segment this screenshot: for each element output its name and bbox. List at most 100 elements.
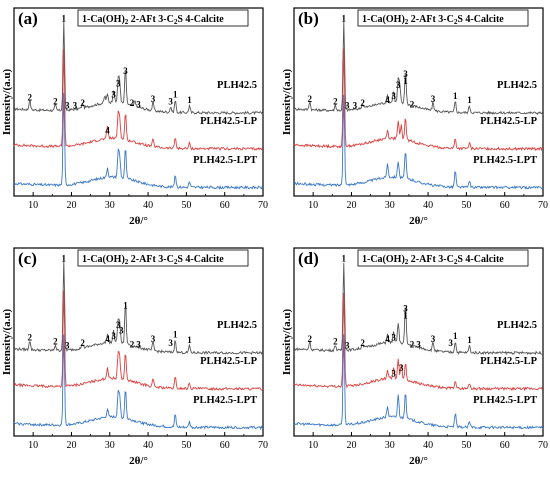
legend-segment: 2 [174, 258, 178, 266]
peak-annotation: 4 [105, 126, 110, 136]
peak-annotation: 3 [391, 91, 396, 101]
legend-segment: -Calcite [470, 254, 504, 265]
series-line-1 [293, 262, 544, 356]
legend-text: 1-Ca(OH)2 2-AFt 3-C2S 4-Calcite [362, 254, 504, 266]
series-line-2 [293, 292, 544, 392]
peak-annotation: 2 [333, 337, 338, 347]
panel-label: (d) [298, 249, 319, 268]
x-tick-label: 50 [461, 440, 471, 451]
peak-annotation: 3 [403, 303, 408, 313]
y-axis-label: Intensity/(a.u) [1, 69, 13, 136]
peak-annotation: 3 [151, 334, 156, 344]
legend-segment: S [457, 254, 465, 265]
y-axis-label: Intensity/(a.u) [281, 309, 293, 376]
peak-annotation: 3 [116, 79, 121, 89]
x-tick-label: 10 [28, 200, 38, 211]
series-line-2 [293, 48, 544, 152]
series-line-2 [13, 48, 264, 151]
peak-annotation: 1 [453, 331, 458, 341]
x-axis-label: 2θ/° [409, 215, 428, 227]
panel-label: (a) [18, 9, 38, 28]
peak-annotation: 4 [385, 334, 390, 344]
peak-annotation: 3 [168, 338, 173, 348]
legend-box [77, 9, 249, 27]
legend-segment: -Calcite [470, 14, 504, 25]
series-label: PLH42.5 [217, 80, 257, 91]
series-line-1 [293, 20, 544, 115]
series-label: PLH42.5-LP [480, 356, 537, 367]
peak-annotation: 1 [62, 14, 67, 24]
series-label: PLH42.5 [217, 320, 257, 331]
x-tick-label: 20 [66, 440, 76, 451]
peak-annotation: 4 [105, 334, 110, 344]
x-tick-label: 10 [308, 440, 318, 451]
legend-segment: 4 [185, 14, 190, 25]
legend-segment: 2 [131, 254, 136, 265]
x-axis-label: 2θ/° [129, 215, 148, 227]
series-label: PLH42.5-LPT [193, 395, 257, 406]
peak-annotation: 3 [111, 90, 116, 100]
x-tick-label: 40 [143, 440, 153, 451]
peak-annotation: 1 [187, 335, 192, 345]
x-tick-label: 20 [66, 200, 76, 211]
peak-annotation: 1 [187, 95, 192, 105]
legend-segment: -Calcite [190, 254, 224, 265]
legend-segment: 2 [125, 258, 129, 266]
legend-segment: S [177, 254, 185, 265]
panel-label: (b) [298, 9, 319, 28]
peak-annotation: 2 [80, 338, 85, 348]
plot-frame [293, 7, 544, 197]
legend-segment: -Ca(OH) [87, 14, 125, 25]
legend-segment: 2 [411, 14, 416, 25]
series-line-1 [13, 260, 264, 356]
legend-segment: -AFt [136, 14, 159, 25]
peak-annotation: 3 [431, 94, 436, 104]
peak-annotation: 2 [130, 339, 135, 349]
series-label: PLH42.5-LPT [473, 155, 537, 166]
legend-segment: S [457, 14, 465, 25]
legend-segment: 2 [125, 18, 129, 26]
x-tick-label: 50 [181, 440, 191, 451]
x-tick-label: 10 [308, 200, 318, 211]
series-label: PLH42.5-LPT [193, 155, 257, 166]
series-line-1 [14, 21, 264, 115]
series-label: PLH42.5 [497, 320, 537, 331]
x-tick-label: 70 [538, 440, 548, 451]
peak-annotation: 1 [123, 301, 128, 311]
legend-text: 1-Ca(OH)2 2-AFt 3-C2S 4-Calcite [362, 14, 504, 26]
legend-segment: 2 [454, 258, 458, 266]
legend-segment: 3 [438, 254, 443, 265]
x-tick-label: 50 [181, 200, 191, 211]
peak-annotation: 1 [173, 90, 178, 100]
peak-annotation: 2 [53, 337, 58, 347]
x-axis-label: 2θ/° [409, 455, 428, 467]
x-tick-label: 10 [28, 440, 38, 451]
peak-annotation: 3 [391, 368, 396, 378]
y-axis-label: Intensity/(a.u) [1, 309, 13, 376]
legend-segment: 4 [185, 254, 190, 265]
peak-annotation: 2 [307, 334, 312, 344]
legend-segment: 3 [158, 14, 163, 25]
series-line-3 [13, 334, 264, 431]
legend-segment: 1 [82, 254, 87, 265]
x-tick-label: 70 [258, 200, 268, 211]
peak-annotation: 3 [448, 338, 453, 348]
legend-segment: S [177, 14, 185, 25]
x-tick-label: 20 [346, 440, 356, 451]
peak-annotation: 3 [65, 341, 70, 351]
legend-segment: -C [443, 254, 454, 265]
legend-segment: -C [163, 254, 174, 265]
peak-annotation: 3 [136, 339, 141, 349]
legend-segment: 2 [454, 18, 458, 26]
legend-segment: 2 [174, 18, 178, 26]
plot-frame [13, 7, 264, 197]
peak-annotation: 2 [360, 338, 365, 348]
peak-annotation: 3 [65, 101, 70, 111]
legend-segment: 2 [405, 258, 409, 266]
peak-annotation: 3 [353, 101, 358, 111]
peak-annotation: 3 [73, 101, 78, 111]
x-tick-label: 70 [538, 200, 548, 211]
